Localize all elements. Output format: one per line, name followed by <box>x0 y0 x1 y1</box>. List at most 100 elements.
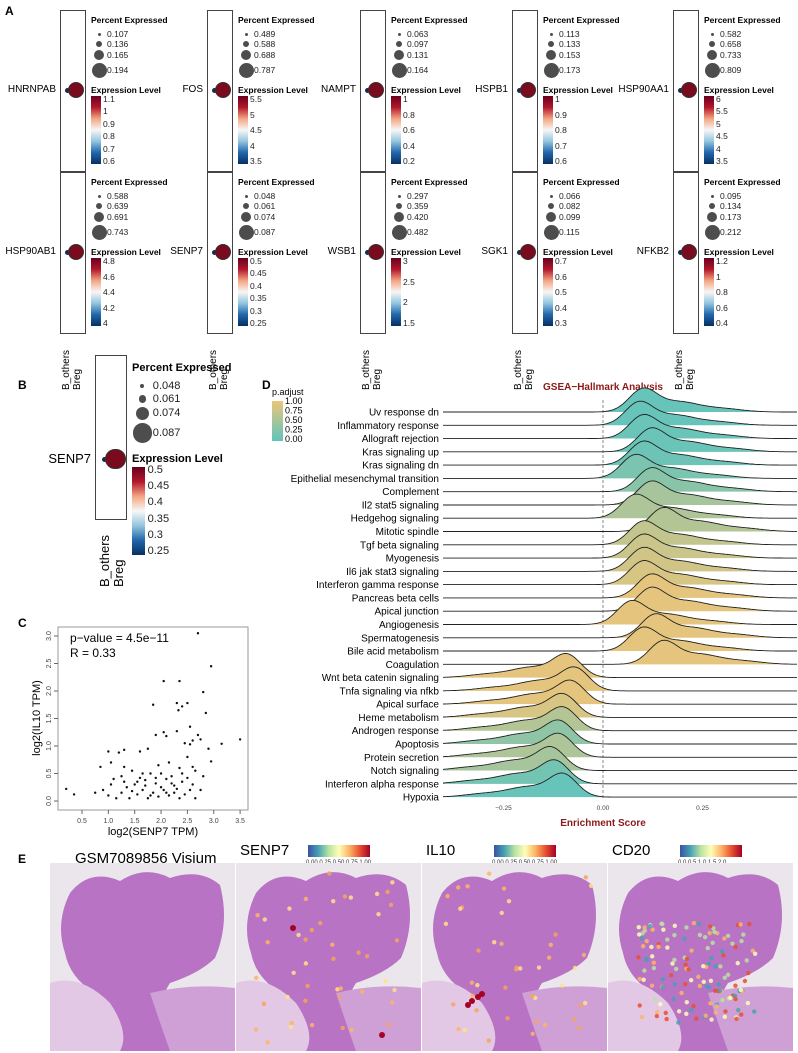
size-legend-label: 0.048 <box>254 191 276 201</box>
ridge-line <box>443 599 797 625</box>
ridge-line <box>443 493 797 519</box>
expression-spot <box>738 987 744 993</box>
size-legend-circle <box>391 224 407 240</box>
x-tick-label: 2.5 <box>183 818 193 825</box>
ridge-line <box>443 692 797 718</box>
colorbar-tick-label: 3.5 <box>250 156 262 166</box>
scatter-point <box>170 782 173 785</box>
size-legend-circle <box>546 50 556 60</box>
expression-spot <box>486 871 492 876</box>
expression-spot <box>720 997 725 1003</box>
colorbar-tick-label: 0.45 <box>147 480 170 493</box>
size-legend-label: 0.087 <box>152 426 181 439</box>
expression-spot <box>376 911 381 917</box>
expression-spot <box>640 931 645 936</box>
expression-spot <box>708 1001 713 1006</box>
scatter-point <box>186 776 189 780</box>
expression-spot <box>649 983 655 988</box>
colorbar-tick-label: 0.7 <box>555 140 567 151</box>
ridge-fill <box>443 640 798 665</box>
scatter-point <box>136 780 139 783</box>
expression-spot <box>327 871 332 876</box>
expression-spot <box>719 949 725 954</box>
scatter-point <box>167 761 171 764</box>
expression-spot <box>542 1022 548 1028</box>
colorbar-tick-label: 0.5 <box>250 256 262 266</box>
expression-spot <box>736 1007 741 1013</box>
colorbar-tick-label: 0.7 <box>103 143 115 154</box>
scatter-point <box>175 729 179 733</box>
dot-b-others <box>64 87 70 93</box>
dot-breg <box>520 82 536 98</box>
tissue-image <box>236 863 421 1051</box>
group-axis-label: Breg <box>72 368 83 390</box>
scatter-point <box>209 665 213 668</box>
size-legend-label: 0.165 <box>107 50 129 60</box>
size-legend-label: 0.153 <box>559 50 581 60</box>
pathway-label: Kras signaling dn <box>362 461 439 472</box>
percent-expressed-title: Percent Expressed <box>704 177 781 187</box>
tissue-region <box>619 872 782 1051</box>
scatter-point <box>144 778 147 782</box>
expression-level-title: Expression Level <box>391 85 461 95</box>
tissue-image <box>608 863 793 1051</box>
size-legend-label: 0.194 <box>107 65 129 75</box>
expression-spot <box>548 942 553 948</box>
colorbar-tick-label: 0.6 <box>716 302 728 313</box>
scatter-point <box>188 725 192 728</box>
scatter-point <box>154 733 157 737</box>
expression-spot <box>536 965 542 970</box>
expression-spot <box>374 891 380 897</box>
ridge-fill <box>443 480 798 505</box>
expression-spot <box>697 932 703 938</box>
expression-spot <box>572 965 578 971</box>
pathway-label: Pancreas beta cells <box>352 593 439 604</box>
ridge-fill <box>443 454 798 479</box>
expression-spot <box>696 974 701 980</box>
size-legend-label: 0.691 <box>107 212 129 222</box>
expression-spot <box>654 1013 660 1019</box>
pathway-label: Wnt beta catenin signaling <box>322 673 439 684</box>
legend-tick-label: 0.50 <box>285 415 303 425</box>
expression-spot <box>636 932 642 937</box>
dotplot-frame <box>60 10 86 172</box>
size-legend-label: 0.212 <box>720 227 742 237</box>
expression-spot <box>643 956 649 962</box>
scatter-point <box>141 788 144 792</box>
scatter-point <box>186 755 189 759</box>
colorbar-tick-label: 0.6 <box>403 125 415 135</box>
dot-b-others <box>364 249 370 255</box>
size-legend-label: 0.489 <box>254 29 276 39</box>
expression-spot <box>671 996 676 1002</box>
ridge-line <box>443 533 797 559</box>
spatial-colorbar <box>680 845 742 857</box>
expression-spot <box>388 902 394 908</box>
ridge-line <box>443 573 797 599</box>
colorbar-tick-label: 0.35 <box>250 293 267 304</box>
expression-spot <box>716 982 722 987</box>
expression-colorbar <box>704 96 714 164</box>
expression-spot <box>394 938 400 943</box>
scatter-point <box>162 679 165 683</box>
expression-spot <box>445 893 450 899</box>
scatter-point <box>162 731 165 734</box>
expression-spot <box>655 1009 660 1015</box>
expression-spot <box>728 995 733 1001</box>
colorbar-tick-label: 0.8 <box>403 109 415 120</box>
size-legend-circle <box>243 203 249 209</box>
scatter-point <box>72 793 76 796</box>
size-legend-label: 0.095 <box>720 191 742 201</box>
expression-colorbar <box>91 258 101 326</box>
expression-spot <box>660 985 665 990</box>
colorbar-tick-label: 0.9 <box>555 109 567 120</box>
panel-label-c: C <box>18 616 27 630</box>
colorbar-tick-label: 2 <box>403 297 408 308</box>
colorbar-tick-label: 0.25 <box>250 318 267 328</box>
x-axis-label: log2(SENP7 TPM) <box>108 826 198 838</box>
expression-spot <box>456 885 461 890</box>
gene-label: NFKB2 <box>636 246 669 257</box>
expression-spot <box>581 952 587 958</box>
size-legend-circle <box>391 62 407 78</box>
colorbar-tick-label: 0.7 <box>555 256 567 266</box>
